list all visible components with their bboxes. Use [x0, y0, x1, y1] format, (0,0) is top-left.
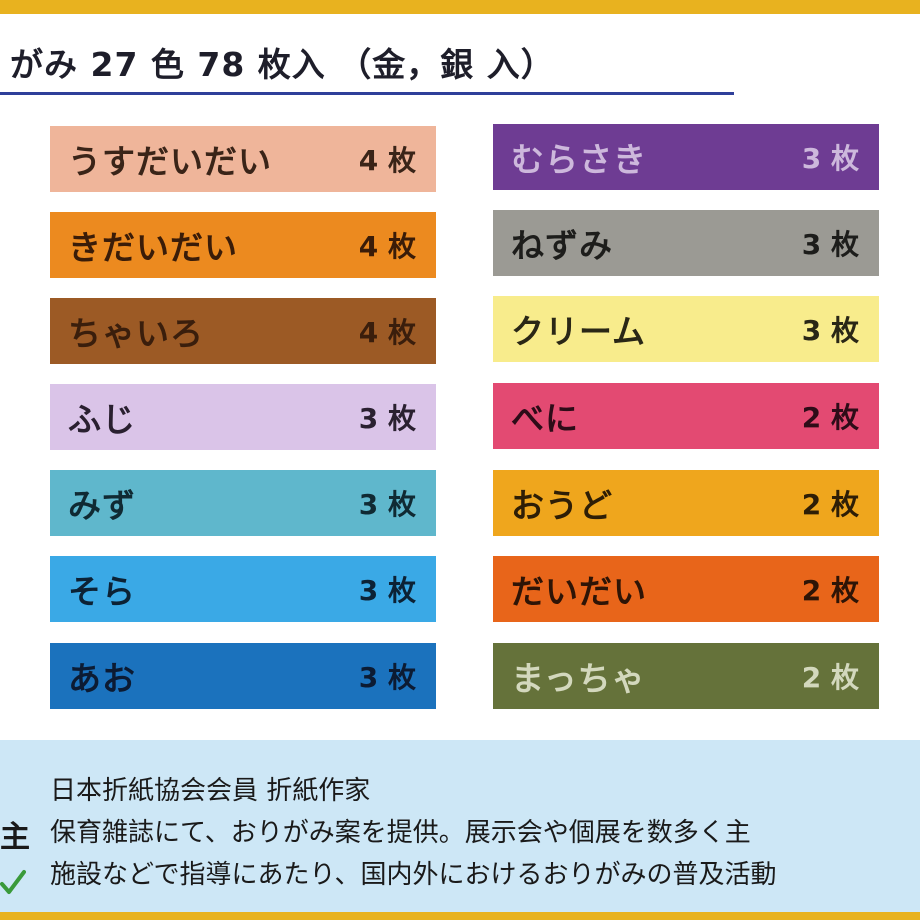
author-desc-line-1: 保育雑誌にて、おりがみ案を提供。展示会や個展を数多く主	[50, 818, 751, 848]
color-name: ちゃいろ	[68, 314, 204, 353]
color-swatch-left-3: ちゃいろ 4 枚	[50, 298, 436, 364]
color-swatch-right-1: むらさき 3 枚	[493, 124, 879, 190]
title-underline	[0, 92, 734, 95]
color-name: だいだい	[511, 572, 647, 611]
color-name: おうど	[511, 486, 613, 525]
sheet-count: 3 枚	[358, 574, 416, 607]
sheet-count: 2 枚	[801, 488, 859, 521]
top-border	[0, 0, 920, 14]
color-swatch-right-2: ねずみ 3 枚	[493, 210, 879, 276]
sheet-count: 3 枚	[358, 488, 416, 521]
author-info-box	[0, 740, 920, 912]
color-swatch-right-5: おうど 2 枚	[493, 470, 879, 536]
sheet-count: 2 枚	[801, 574, 859, 607]
side-char: 主	[0, 820, 30, 855]
color-name: うすだいだい	[68, 142, 272, 181]
color-swatch-left-7: あお 3 枚	[50, 643, 436, 709]
color-name: きだいだい	[68, 228, 238, 267]
color-swatch-left-4: ふじ 3 枚	[50, 384, 436, 450]
bottom-border	[0, 912, 920, 920]
color-name: クリーム	[511, 312, 647, 351]
page-title: がみ 27 色 78 枚入 （金，銀 入）	[10, 45, 555, 84]
sheet-count: 4 枚	[358, 230, 416, 263]
color-swatch-left-2: きだいだい 4 枚	[50, 212, 436, 278]
check-icon	[0, 870, 26, 894]
color-name: ふじ	[68, 400, 136, 439]
sheet-count: 4 枚	[358, 316, 416, 349]
sheet-count: 3 枚	[358, 661, 416, 694]
sheet-count: 3 枚	[801, 142, 859, 175]
author-desc-line-2: 施設などで指導にあたり、国内外におけるおりがみの普及活動	[50, 860, 777, 890]
color-swatch-right-6: だいだい 2 枚	[493, 556, 879, 622]
sheet-count: 4 枚	[358, 144, 416, 177]
color-name: みず	[68, 486, 136, 525]
color-swatch-left-6: そら 3 枚	[50, 556, 436, 622]
color-name: ねずみ	[511, 226, 613, 265]
color-swatch-right-4: べに 2 枚	[493, 383, 879, 449]
color-name: べに	[511, 399, 579, 438]
sheet-count: 3 枚	[358, 402, 416, 435]
color-swatch-left-5: みず 3 枚	[50, 470, 436, 536]
color-name: まっちゃ	[511, 659, 646, 698]
sheet-count: 3 枚	[801, 314, 859, 347]
sheet-count: 2 枚	[801, 661, 859, 694]
color-swatch-right-3: クリーム 3 枚	[493, 296, 879, 362]
color-name: そら	[68, 572, 136, 611]
color-swatch-left-1: うすだいだい 4 枚	[50, 126, 436, 192]
sheet-count: 2 枚	[801, 401, 859, 434]
author-title-line: 日本折紙協会会員 折紙作家	[50, 776, 371, 806]
sheet-count: 3 枚	[801, 228, 859, 261]
color-name: むらさき	[511, 140, 647, 179]
color-swatch-right-7: まっちゃ 2 枚	[493, 643, 879, 709]
color-name: あお	[68, 659, 136, 698]
